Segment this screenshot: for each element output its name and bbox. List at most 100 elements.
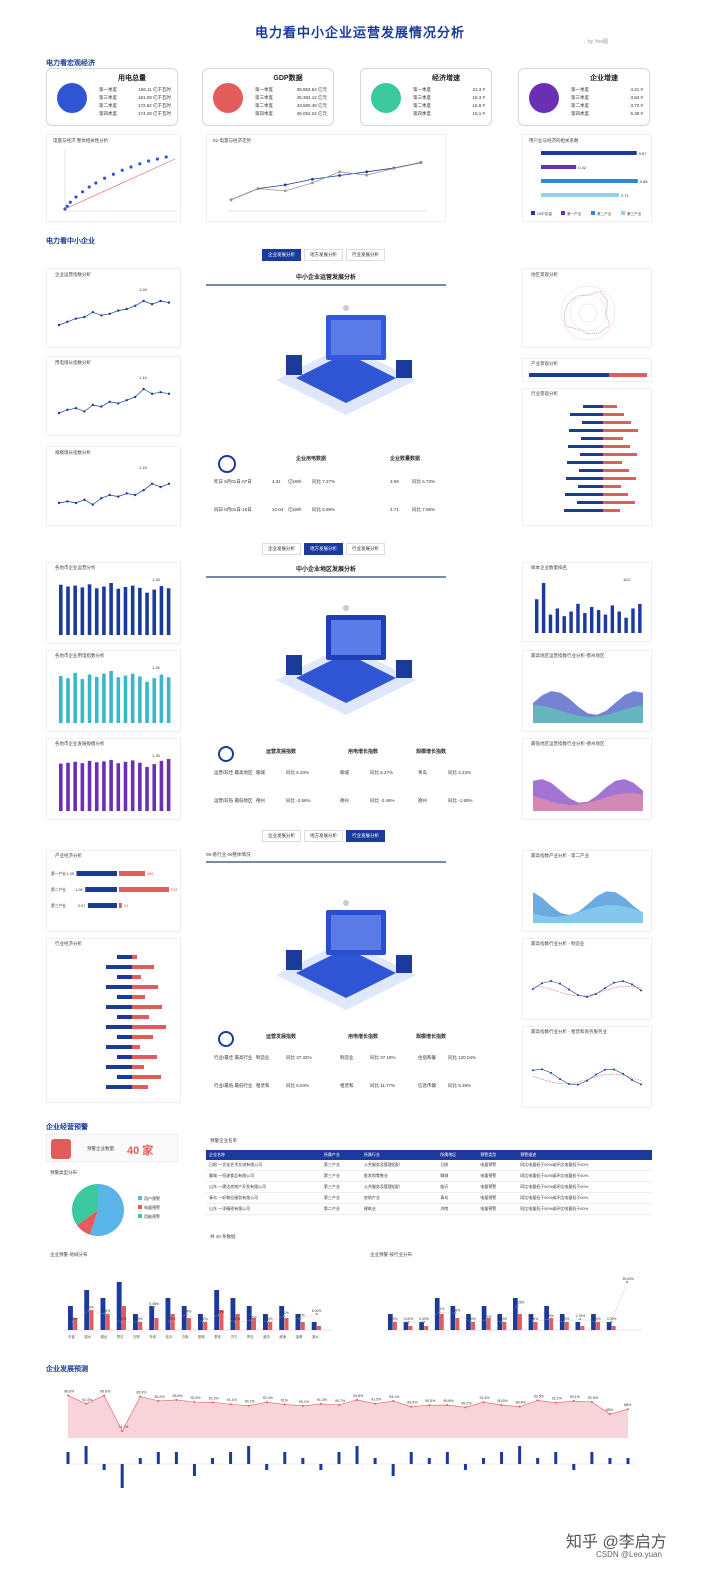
tab-region-2[interactable]: 地方发展分析: [304, 543, 343, 555]
table-header[interactable]: 预警描述: [517, 1150, 652, 1160]
left2-chart-2: 各地市企业用电指数分析 1.26: [46, 650, 181, 732]
stat-cell: 同比 -1.89%: [448, 798, 473, 803]
left2-chart-1: 各地市企业运营分析 1.28: [46, 562, 181, 644]
stat-cell: 同比 7.98%: [412, 507, 436, 512]
forecast-bar: [554, 1452, 558, 1464]
warn-line-label: 0.00%: [419, 1317, 429, 1321]
tab-industry[interactable]: 行业发展分析: [346, 249, 385, 261]
tab-industry-2[interactable]: 行业发展分析: [346, 543, 385, 555]
table-cell: 电量预警: [477, 1160, 518, 1171]
warn-line-point: [266, 1321, 269, 1323]
industry-econ-value: 933: [171, 888, 177, 892]
right2-chart-3: 最低地区运营指数行业分析-德州地区: [522, 738, 652, 820]
tab-enterprise-3[interactable]: 企业发展分析: [262, 830, 301, 842]
vbar: [109, 759, 113, 811]
sector-bar: [579, 469, 603, 472]
corr-label: 0.88: [640, 179, 649, 184]
panel3-title: 05-看行业-06整体情况: [206, 852, 251, 857]
mini-line: [58, 483, 170, 506]
warn-bar-secondary: [73, 1318, 78, 1330]
tab-industry-3[interactable]: 行业发展分析: [346, 830, 385, 842]
trend-line: [64, 158, 176, 210]
sector-econ-bar: [132, 1065, 144, 1069]
forecast-bar: [337, 1452, 341, 1464]
kpi-row: 第二季度 15.8 #: [413, 102, 485, 110]
vbar-label: 1.28: [152, 577, 161, 582]
vbar: [145, 766, 149, 811]
table-header[interactable]: 所属地区: [437, 1150, 478, 1160]
forecast-label: 96.6%: [100, 1389, 111, 1393]
vbar: [102, 586, 106, 635]
tab-enterprise-2[interactable]: 企业发展分析: [262, 543, 301, 555]
sector-econ-bar: [117, 1075, 132, 1079]
tabs-block2: 企业发展分析 地方发展分析 行业发展分析: [262, 543, 385, 555]
forecast-bar: [355, 1446, 359, 1464]
vbar: [102, 761, 106, 811]
warning-table-footer: 共 40 条数据: [210, 1234, 236, 1239]
forecast-bar: [66, 1452, 70, 1464]
vbar: [631, 608, 635, 633]
stat-cell: 3.71: [390, 507, 399, 512]
pie-slice: [89, 1184, 124, 1236]
stats1-header-1: 企业用电数据: [296, 456, 327, 462]
kpi-card-title: 用电总量: [118, 75, 146, 82]
stat-cell: 租赁和: [256, 1083, 270, 1088]
vbar: [116, 588, 121, 635]
sector-econ-bar: [106, 1085, 132, 1089]
corr-label: 0.32: [578, 165, 587, 170]
tab-region[interactable]: 地方发展分析: [304, 249, 343, 261]
tab-region-3[interactable]: 地方发展分析: [304, 830, 343, 842]
section-title-forecast: 企业发展预测: [46, 1366, 88, 1373]
warn-bar-secondary: [611, 1326, 616, 1330]
stat-cell: 制造业: [256, 1055, 270, 1060]
kpi-row: 第一季度 4.21 #: [571, 86, 643, 94]
table-header[interactable]: 企业名称: [206, 1150, 321, 1160]
warn-bar: [403, 1322, 409, 1330]
industry-econ-value: 1.35: [67, 872, 74, 876]
kpi-row: 第三季度 16.3 #: [413, 94, 485, 102]
table-cell: 第三产业: [320, 1170, 361, 1182]
warn-bar-secondary: [393, 1322, 397, 1330]
forecast-label: 90.1%: [299, 1400, 310, 1404]
table-cell: 建筑业: [360, 1203, 438, 1215]
warn-bar: [311, 1322, 317, 1330]
kpi-row-label: 第一季度: [571, 87, 589, 92]
vbar: [138, 587, 142, 635]
table-header[interactable]: 预警类型: [477, 1150, 518, 1160]
stat-cell: 运营/较低 最低地区: [214, 798, 253, 803]
table-header[interactable]: 所属行业: [360, 1150, 438, 1160]
table-row[interactable]: 聊城 一恒源食品有限公司 第三产业 批发和零售业 聊城 电量预警 同比电量低于50%或环比…: [206, 1170, 652, 1182]
table-cell: 临沂: [437, 1181, 478, 1193]
warn-line-label: 0.00%: [529, 1317, 539, 1321]
warning-table: 企业名称 所属产业 所属行业 所属地区 预警类型 预警描述 日照 一文化艺术交流有限公司第…: [206, 1150, 652, 1215]
corr-label: 0.87: [639, 151, 648, 156]
stat-cell: 同比 6.04%: [286, 1083, 310, 1088]
table-row[interactable]: 日照 一文化艺术交流有限公司 第三产业 公共服务及管理组织 日照 电量预警 同比电量低于5…: [206, 1160, 652, 1171]
kpi-card-rows: 第一季度 156.11 亿千瓦时 第三季度 181.29 亿千瓦时 第二季度 172.62…: [99, 86, 171, 118]
warn-line-label: 1.85%: [544, 1314, 554, 1318]
table-row[interactable]: 青岛 一轩物业服务有限公司 第三产业 房地产业 青岛 电量预警 同比电量低于50%或环比电…: [206, 1192, 652, 1204]
pie-slice: [76, 1210, 98, 1235]
tab-enterprise[interactable]: 企业发展分析: [262, 249, 301, 261]
kpi-row-value: 172.62 亿千瓦时: [137, 103, 171, 108]
right2-chart-1: 样本企业数量排名 163: [522, 562, 652, 642]
warn-bar-secondary: [300, 1322, 305, 1330]
kpi-row-value: 3.72 #: [630, 103, 643, 108]
warn-line-label: 0.00%: [388, 1317, 398, 1321]
table-cell: 电量预警: [477, 1203, 518, 1215]
table-row[interactable]: 山东 一建达房地产开发有限公司 第三产业 公共服务及管理组织 临沂 电量预警 同比电量低于…: [206, 1181, 652, 1193]
stats2-header-3: 规模增长指数: [416, 749, 447, 755]
right1-radar: 地区景观分析: [522, 268, 652, 348]
table-row[interactable]: 山东 一洋精密有限公司 第二产业 建筑业 济南 电量预警 同比电量低于50%或环比电量低于…: [206, 1203, 652, 1215]
forecast-bar: [229, 1452, 233, 1464]
iso-block: [286, 355, 302, 375]
table-header[interactable]: 所属产业: [320, 1150, 361, 1160]
warn-bar: [68, 1306, 73, 1330]
warn-bar-secondary: [105, 1314, 110, 1330]
warn-bar: [279, 1306, 285, 1330]
industry-bar: [609, 373, 647, 377]
warn-line-label: 9.48%: [149, 1302, 159, 1306]
warn-bar-secondary: [268, 1322, 273, 1330]
right1-industry-bar: 产业景观分析: [522, 358, 652, 382]
vbar: [152, 589, 157, 635]
